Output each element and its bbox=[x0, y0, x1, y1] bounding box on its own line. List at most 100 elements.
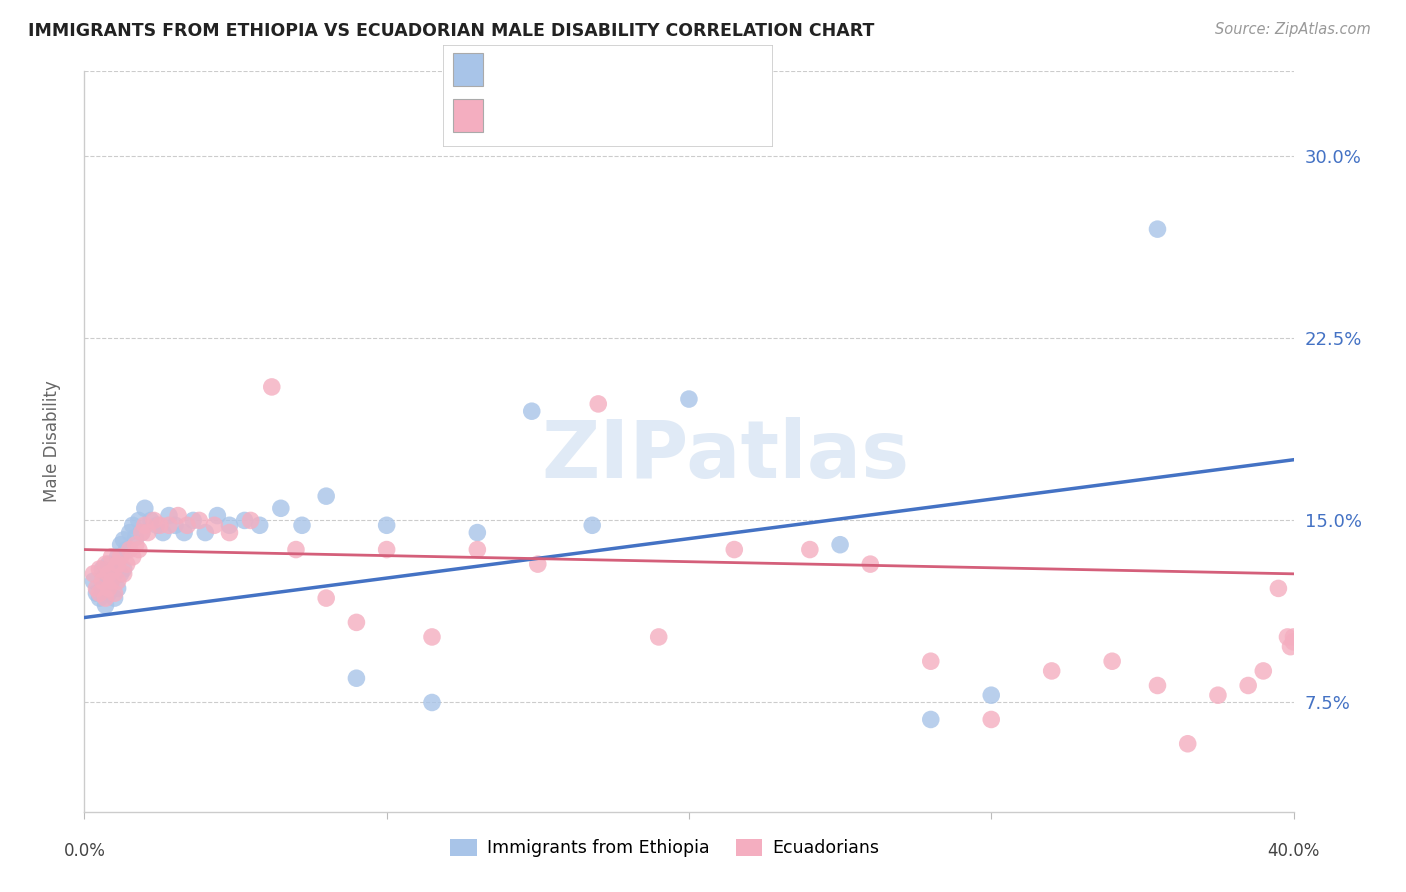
Point bbox=[346, 671, 368, 685]
Point bbox=[249, 518, 271, 533]
Point bbox=[86, 586, 108, 600]
Point bbox=[202, 518, 225, 533]
Point bbox=[131, 525, 153, 540]
Point bbox=[588, 397, 610, 411]
Point bbox=[1253, 664, 1275, 678]
Point bbox=[104, 591, 127, 606]
Point bbox=[239, 513, 262, 527]
Point bbox=[115, 542, 138, 557]
Point bbox=[291, 518, 314, 533]
Point bbox=[194, 525, 217, 540]
Point bbox=[134, 518, 156, 533]
Point bbox=[149, 518, 172, 533]
Point bbox=[94, 591, 117, 606]
Point bbox=[799, 542, 821, 557]
Point bbox=[91, 562, 114, 576]
Point bbox=[181, 513, 204, 527]
Text: N =: N = bbox=[628, 106, 659, 124]
Point bbox=[115, 557, 138, 571]
Point bbox=[375, 542, 398, 557]
Point bbox=[167, 508, 190, 523]
Point bbox=[112, 533, 135, 547]
Point bbox=[648, 630, 671, 644]
Point bbox=[520, 404, 543, 418]
Point bbox=[467, 542, 489, 557]
Point bbox=[89, 586, 111, 600]
Point bbox=[94, 566, 117, 581]
Point bbox=[678, 392, 700, 406]
Point bbox=[420, 630, 443, 644]
Text: 40.0%: 40.0% bbox=[1267, 842, 1320, 860]
Point bbox=[118, 525, 141, 540]
Text: IMMIGRANTS FROM ETHIOPIA VS ECUADORIAN MALE DISABILITY CORRELATION CHART: IMMIGRANTS FROM ETHIOPIA VS ECUADORIAN M… bbox=[28, 22, 875, 40]
Y-axis label: Male Disability: Male Disability bbox=[42, 381, 60, 502]
Text: 51: 51 bbox=[678, 61, 700, 78]
Point bbox=[97, 582, 120, 596]
Point bbox=[86, 582, 108, 596]
Point bbox=[176, 518, 198, 533]
Point bbox=[94, 557, 117, 571]
Point bbox=[1282, 635, 1305, 649]
Point bbox=[467, 525, 489, 540]
Point bbox=[1146, 678, 1168, 692]
Point bbox=[82, 574, 104, 588]
Point bbox=[420, 696, 443, 710]
Point bbox=[165, 518, 187, 533]
Point bbox=[104, 562, 127, 576]
Point bbox=[89, 562, 111, 576]
FancyBboxPatch shape bbox=[443, 45, 773, 147]
Text: 0.341: 0.341 bbox=[543, 61, 595, 78]
Point bbox=[188, 513, 211, 527]
Point bbox=[94, 599, 117, 613]
Point bbox=[110, 549, 132, 564]
Point bbox=[1282, 630, 1305, 644]
Point bbox=[112, 562, 135, 576]
Point bbox=[218, 525, 240, 540]
Point bbox=[1177, 737, 1199, 751]
Point bbox=[920, 713, 942, 727]
Point bbox=[146, 518, 169, 533]
Point bbox=[89, 591, 111, 606]
Point bbox=[285, 542, 308, 557]
Text: 61: 61 bbox=[678, 106, 700, 124]
Point bbox=[1040, 664, 1063, 678]
Point bbox=[112, 566, 135, 581]
Point bbox=[1146, 222, 1168, 236]
Point bbox=[97, 557, 120, 571]
Point bbox=[100, 574, 122, 588]
Point bbox=[121, 549, 143, 564]
Point bbox=[128, 542, 150, 557]
Point bbox=[110, 538, 132, 552]
Bar bbox=[453, 99, 482, 132]
Point bbox=[125, 538, 148, 552]
Point bbox=[527, 557, 550, 571]
Point bbox=[270, 501, 292, 516]
Point bbox=[142, 513, 165, 527]
Point bbox=[346, 615, 368, 630]
Point bbox=[315, 591, 337, 606]
Point bbox=[121, 518, 143, 533]
Point bbox=[107, 574, 129, 588]
Point bbox=[207, 508, 229, 523]
Point bbox=[82, 566, 104, 581]
Point bbox=[1206, 688, 1229, 702]
Point bbox=[980, 688, 1002, 702]
Text: R =: R = bbox=[491, 106, 522, 124]
Text: R =: R = bbox=[491, 61, 522, 78]
Point bbox=[173, 525, 195, 540]
Legend: Immigrants from Ethiopia, Ecuadorians: Immigrants from Ethiopia, Ecuadorians bbox=[441, 830, 887, 866]
Point bbox=[97, 566, 120, 581]
Point bbox=[125, 530, 148, 544]
Point bbox=[131, 525, 153, 540]
Point bbox=[315, 489, 337, 503]
Point bbox=[1267, 582, 1289, 596]
Point bbox=[91, 574, 114, 588]
Point bbox=[107, 582, 129, 596]
Point bbox=[107, 557, 129, 571]
Point bbox=[152, 525, 174, 540]
Point bbox=[1237, 678, 1260, 692]
Point bbox=[134, 501, 156, 516]
Point bbox=[107, 549, 129, 564]
Text: Source: ZipAtlas.com: Source: ZipAtlas.com bbox=[1215, 22, 1371, 37]
Point bbox=[100, 549, 122, 564]
